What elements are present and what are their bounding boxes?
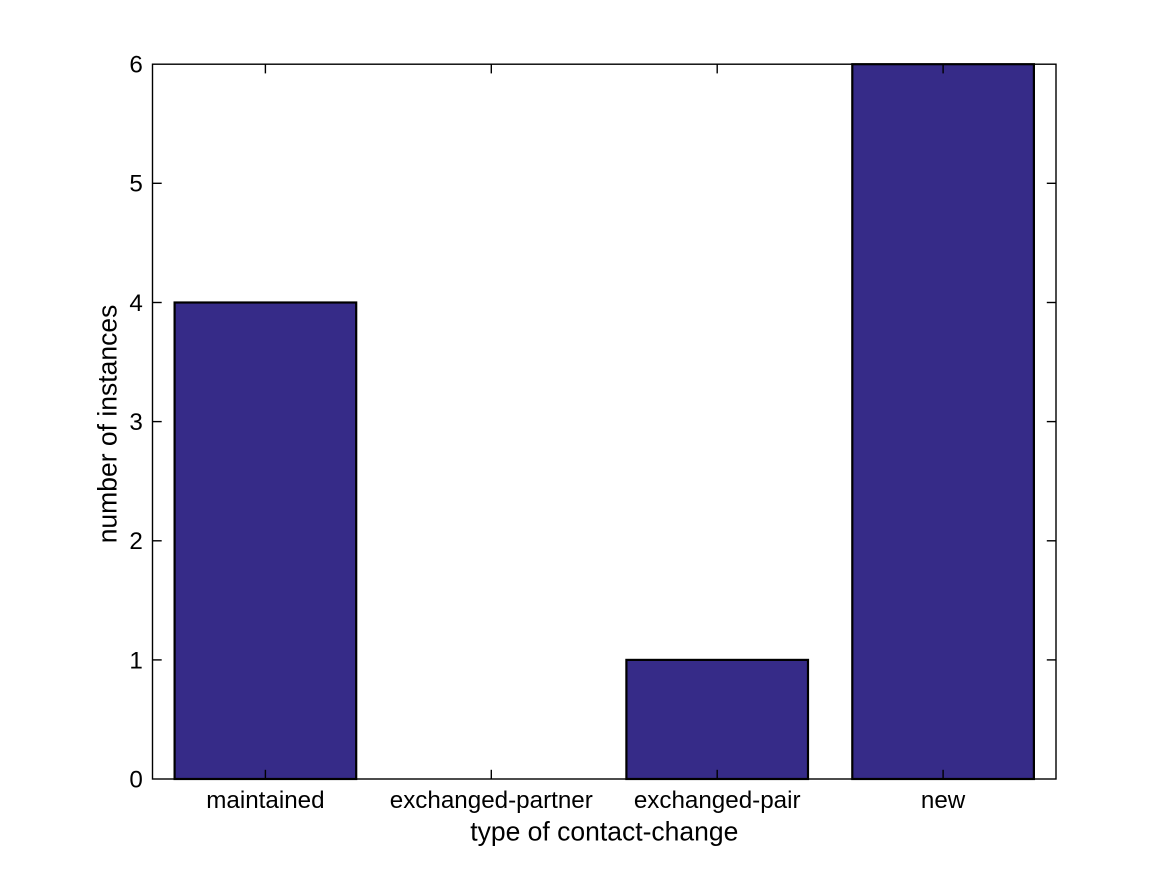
svg-text:1: 1 xyxy=(129,647,142,674)
svg-text:maintained: maintained xyxy=(206,787,324,814)
svg-text:3: 3 xyxy=(129,409,142,436)
svg-text:exchanged-partner: exchanged-partner xyxy=(390,787,593,814)
svg-text:number of instances: number of instances xyxy=(93,305,123,544)
svg-text:new: new xyxy=(921,787,966,814)
svg-text:0: 0 xyxy=(129,766,142,793)
svg-text:2: 2 xyxy=(129,528,142,555)
svg-text:6: 6 xyxy=(129,52,142,79)
svg-text:4: 4 xyxy=(129,290,142,317)
svg-text:exchanged-pair: exchanged-pair xyxy=(634,787,801,814)
svg-text:5: 5 xyxy=(129,171,142,198)
svg-text:type of contact-change: type of contact-change xyxy=(470,817,738,847)
